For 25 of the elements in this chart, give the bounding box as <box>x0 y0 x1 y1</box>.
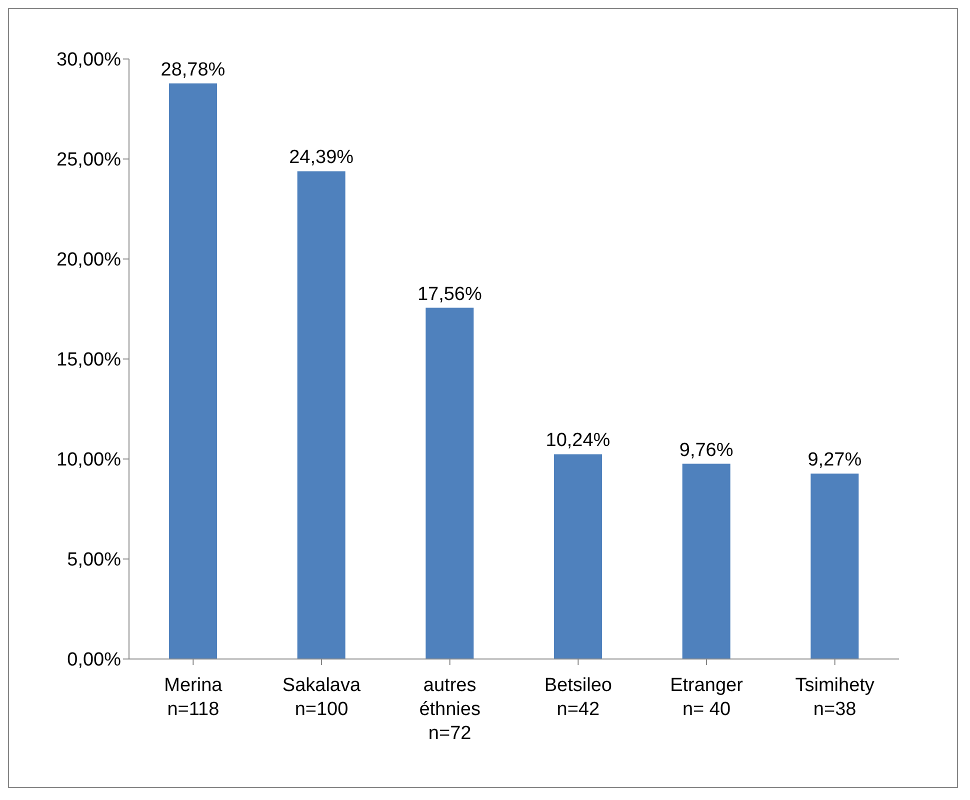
y-tick-label: 0,00% <box>67 650 122 671</box>
data-label: 9,27% <box>808 450 862 471</box>
bar <box>810 474 859 659</box>
x-tick-label: Sakalava n=100 <box>282 675 362 720</box>
bar <box>554 454 602 659</box>
y-tick-label: 25,00% <box>56 150 122 171</box>
x-tick-label: Merina n=118 <box>164 675 223 720</box>
bar <box>426 308 474 659</box>
x-tick-label: Betsileo n=42 <box>544 675 612 720</box>
y-tick-label: 10,00% <box>56 450 122 471</box>
x-tick-label: Etranger n= 40 <box>670 675 744 720</box>
data-label: 17,56% <box>417 284 482 305</box>
y-tick-label: 5,00% <box>67 550 122 571</box>
data-label: 24,39% <box>289 147 354 168</box>
y-tick-label: 20,00% <box>56 250 122 271</box>
data-label: 10,24% <box>546 430 610 452</box>
x-tick-label: Tsimihety n=38 <box>795 675 875 720</box>
data-label: 9,76% <box>679 440 734 461</box>
bar <box>682 464 730 659</box>
y-tick-label: 15,00% <box>56 350 122 371</box>
data-label: 28,78% <box>160 59 226 80</box>
bar <box>297 171 346 659</box>
bar <box>169 83 217 659</box>
y-tick-label: 30,00% <box>56 50 122 71</box>
x-tick-label: autres éthnies n=72 <box>419 675 480 744</box>
